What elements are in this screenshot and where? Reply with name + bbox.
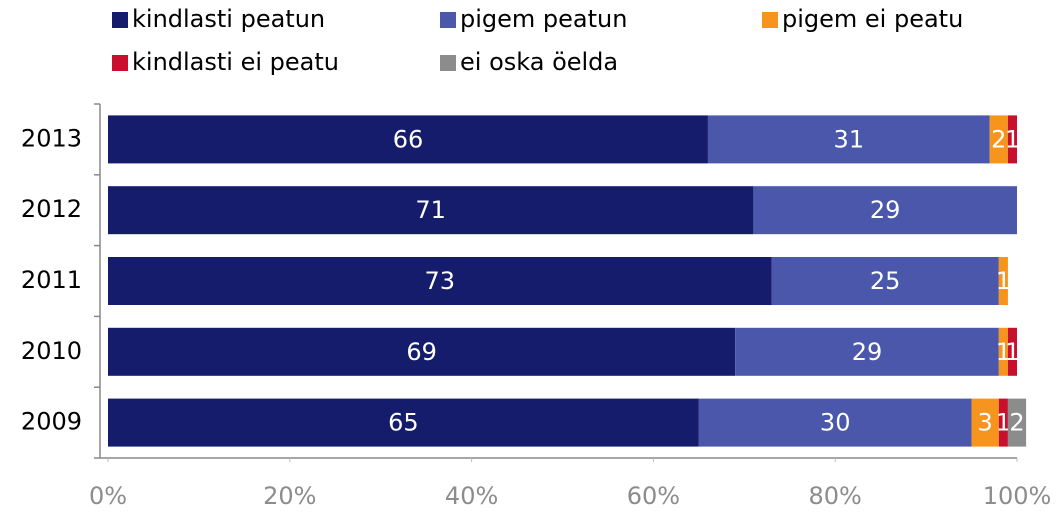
data-label: 1 xyxy=(1005,338,1020,366)
y-tick-label: 2010 xyxy=(21,337,82,365)
bar-segment xyxy=(1007,115,1017,164)
data-label: 71 xyxy=(415,196,446,224)
y-tick-label: 2011 xyxy=(21,266,82,294)
legend-label: kindlasti ei peatu xyxy=(132,48,339,76)
bar-segment xyxy=(971,398,999,447)
data-label: 30 xyxy=(820,409,851,437)
data-label: 29 xyxy=(852,338,883,366)
x-tick-label: 80% xyxy=(809,482,862,510)
legend-swatch xyxy=(440,55,456,71)
data-label: 2 xyxy=(991,125,1006,153)
data-label: 25 xyxy=(870,267,901,295)
data-label: 1 xyxy=(996,409,1011,437)
bar-segment xyxy=(108,327,736,376)
x-tick-label: 40% xyxy=(445,482,498,510)
bar-segment xyxy=(1007,327,1017,376)
bar-segment xyxy=(998,398,1008,447)
x-tick-label: 100% xyxy=(983,482,1052,510)
data-label: 29 xyxy=(870,196,901,224)
legend-swatch xyxy=(762,12,778,28)
data-label: 65 xyxy=(388,409,419,437)
data-label: 1 xyxy=(996,267,1011,295)
bar-segment xyxy=(771,257,999,305)
data-label: 1 xyxy=(1005,125,1020,153)
data-label: 3 xyxy=(978,409,993,437)
bar-segment xyxy=(108,186,754,235)
data-label: 1 xyxy=(996,338,1011,366)
x-tick-label: 60% xyxy=(627,482,680,510)
bar-segment xyxy=(735,327,999,376)
bar-segment xyxy=(998,327,1008,376)
data-label: 66 xyxy=(393,125,424,153)
y-tick-label: 2009 xyxy=(21,408,82,436)
legend-label: pigem ei peatu xyxy=(782,5,963,33)
bar-segment xyxy=(998,257,1008,305)
legend-label: ei oska öelda xyxy=(460,48,618,76)
bar-segment xyxy=(108,257,772,305)
data-label: 73 xyxy=(425,267,456,295)
bar-segment xyxy=(1007,398,1027,447)
legend-label: kindlasti peatun xyxy=(132,5,325,33)
bar-segment xyxy=(698,398,972,447)
legend-label: pigem peatun xyxy=(460,5,627,33)
bar-segment xyxy=(108,398,699,447)
x-tick-label: 20% xyxy=(263,482,316,510)
data-label: 31 xyxy=(834,125,865,153)
x-tick-label: 0% xyxy=(89,482,127,510)
y-tick-label: 2012 xyxy=(21,195,82,223)
data-label: 69 xyxy=(406,338,437,366)
legend-swatch xyxy=(112,12,128,28)
legend-swatch xyxy=(112,55,128,71)
legend-swatch xyxy=(440,12,456,28)
bar-segment xyxy=(989,115,1008,164)
data-label: 2 xyxy=(1009,409,1024,437)
bar-segment xyxy=(707,115,990,164)
y-tick-label: 2013 xyxy=(21,124,82,152)
bar-segment xyxy=(753,186,1017,235)
bar-segment xyxy=(108,115,708,164)
